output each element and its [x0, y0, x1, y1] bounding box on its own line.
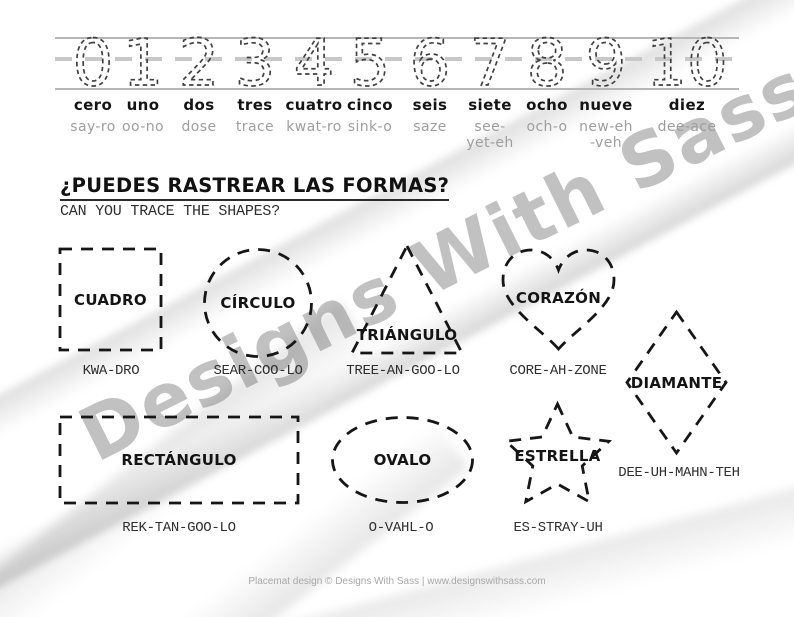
handwriting-guide-lines: [55, 37, 739, 90]
shape-square: CUADRO: [58, 247, 163, 352]
number-column-7: 7 siete see- yet-eh: [444, 26, 536, 152]
shape-pronunciation: TREE-AN-GOO-LO: [346, 363, 460, 379]
shape-label: CÍRCULO: [220, 294, 296, 312]
shape-pronunciation: SEAR-COO-LO: [213, 363, 303, 379]
shape-triangle: TRIÁNGULO: [349, 242, 465, 355]
number-pronunciation: trace: [235, 119, 275, 135]
shape-label: ESTRELLA: [514, 447, 601, 465]
number-column-5: 5 cinco sink-o: [324, 26, 416, 135]
number-column-9: 9 nueve new-eh -veh: [560, 26, 652, 152]
shape-label: DIAMANTE: [630, 373, 723, 392]
number-pronunciation: say-ro: [70, 119, 116, 135]
shape-diamond: DIAMANTE: [625, 309, 728, 456]
number-column-4: 4 cuatro kwat-ro: [268, 26, 360, 135]
triangle-outline: [349, 242, 465, 355]
star-outline: [502, 400, 613, 505]
traceable-digit-9: 9: [585, 26, 627, 102]
number-column-6: 6 seis saze: [384, 26, 476, 135]
svg-text:6: 6: [410, 27, 451, 101]
shape-pronunciation: CORE-AH-ZONE: [509, 363, 607, 379]
traceable-digit-5: 5: [349, 26, 391, 102]
shape-label: OVALO: [373, 451, 432, 469]
shape-rectangle: RECTÁNGULO: [58, 415, 300, 505]
number-pronunciation: dose: [181, 119, 217, 135]
number-word: ocho: [526, 96, 568, 114]
shape-pronunciation: KWA-DRO: [82, 363, 140, 379]
heart-outline: [501, 248, 616, 352]
traceable-digit-7: 7: [469, 26, 511, 102]
svg-text:4: 4: [294, 27, 335, 101]
shape-pronunciation: O-VAHL-O: [368, 520, 434, 536]
circle-outline: [203, 248, 313, 358]
traceable-digit-0: 0: [72, 26, 114, 102]
number-word: dos: [183, 96, 215, 114]
shape-label: CUADRO: [74, 290, 147, 309]
number-word: siete: [468, 96, 512, 114]
traceable-digit-8: 8: [526, 26, 568, 102]
number-word: cinco: [347, 96, 393, 114]
svg-text:7: 7: [470, 27, 511, 101]
shape-pronunciation: DEE-UH-MAHN-TEH: [618, 465, 740, 481]
number-column-8: 8 ocho och-o: [501, 26, 593, 135]
traceable-digit-6: 6: [409, 26, 451, 102]
traceable-digit-1: 1: [122, 26, 164, 102]
number-pronunciation: dee-ace: [657, 119, 717, 135]
svg-text:0: 0: [73, 27, 114, 101]
rectangle-outline: [58, 415, 300, 505]
shape-pronunciation: ES-STRAY-UH: [513, 520, 603, 536]
number-column-2: 2 dos dose: [153, 26, 245, 135]
number-pronunciation: och-o: [526, 119, 568, 135]
number-pronunciation: new-eh -veh: [579, 119, 633, 152]
traceable-digit-3: 3: [234, 26, 276, 102]
number-column-10: 10 diez dee-ace: [641, 26, 733, 135]
shape-label: RECTÁNGULO: [121, 451, 237, 469]
section-title: ¿PUEDES RASTREAR LAS FORMAS?: [60, 174, 450, 201]
shape-star: ESTRELLA: [502, 400, 613, 505]
svg-text:10: 10: [646, 27, 727, 101]
shape-circle: CÍRCULO: [202, 247, 314, 359]
number-pronunciation: oo-no: [122, 119, 164, 135]
svg-text:3: 3: [235, 27, 276, 101]
number-word: cuatro: [285, 96, 343, 114]
number-word: nueve: [579, 96, 633, 114]
number-column-1: 1 uno oo-no: [97, 26, 189, 135]
svg-text:9: 9: [586, 27, 627, 101]
number-word: diez: [668, 96, 706, 114]
svg-text:2: 2: [179, 27, 220, 101]
traceable-digit-2: 2: [178, 26, 220, 102]
number-pronunciation: sink-o: [347, 119, 393, 135]
shape-label: CORAZÓN: [515, 289, 602, 307]
guide-middle-dashed-line: [55, 57, 739, 61]
number-word: uno: [126, 96, 160, 114]
section-subtitle: CAN YOU TRACE THE SHAPES?: [60, 203, 281, 220]
number-pronunciation: kwat-ro: [286, 119, 342, 135]
number-word: seis: [412, 96, 448, 114]
number-word: tres: [237, 96, 273, 114]
oval-outline: [331, 416, 474, 504]
shape-heart: CORAZÓN: [497, 245, 620, 355]
svg-text:8: 8: [527, 27, 568, 101]
shape-pronunciation: REK-TAN-GOO-LO: [122, 520, 236, 536]
traceable-digit-10: 10: [645, 26, 728, 102]
square-outline: [58, 247, 163, 352]
svg-text:5: 5: [350, 27, 391, 101]
traceable-digit-4: 4: [293, 26, 335, 102]
svg-text:1: 1: [123, 27, 164, 101]
number-pronunciation: see- yet-eh: [466, 119, 514, 152]
number-column-0: 0 cero say-ro: [47, 26, 139, 135]
footer-credit: Placemat design © Designs With Sass | ww…: [248, 576, 546, 587]
number-word: cero: [73, 96, 113, 114]
shape-label: TRIÁNGULO: [356, 326, 458, 344]
shape-oval: OVALO: [330, 415, 475, 505]
number-column-3: 3 tres trace: [209, 26, 301, 135]
diamond-outline: [625, 309, 728, 456]
number-pronunciation: saze: [413, 119, 447, 135]
